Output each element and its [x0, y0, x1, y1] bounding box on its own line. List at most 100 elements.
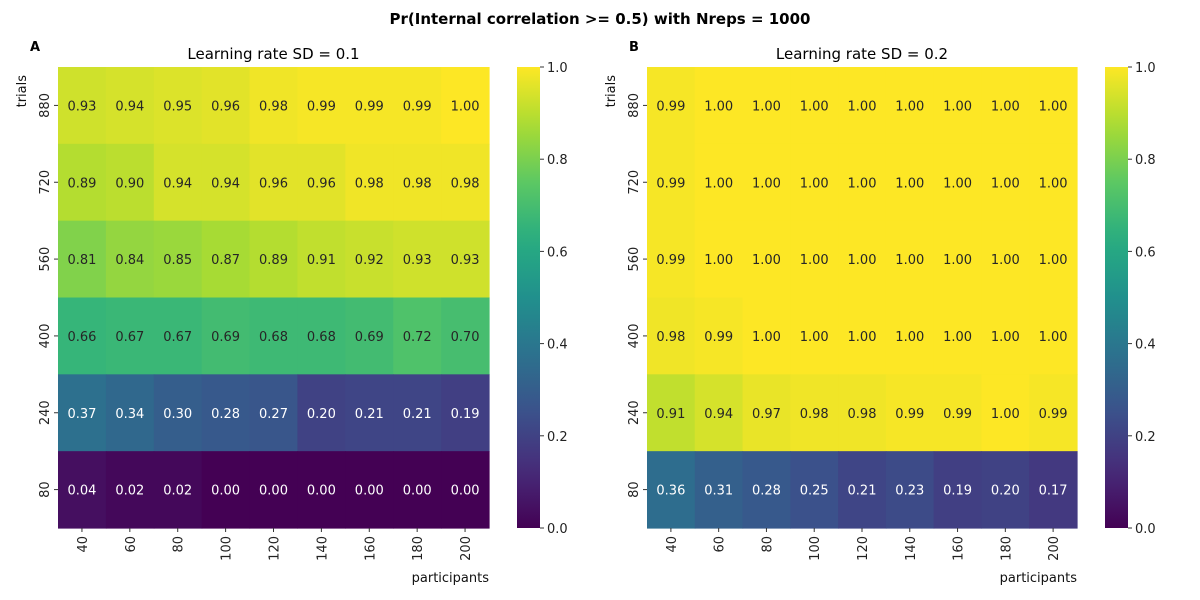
colorbar-tick-label: 0.4: [547, 338, 568, 353]
heatmap-cell: [105, 374, 155, 452]
heatmap-cell: [742, 220, 791, 299]
heatmap-cell: [742, 297, 791, 375]
cell-value-label: 1.00: [1039, 330, 1068, 345]
cell-value-label: 0.96: [259, 176, 288, 191]
colorbar-gradient: [1105, 67, 1128, 528]
heatmap-cell: [345, 374, 394, 452]
heatmap-cell: [201, 297, 251, 375]
cell-value-label: 0.20: [991, 484, 1020, 499]
cell-value-label: 0.70: [451, 330, 480, 345]
heatmap-cell: [58, 220, 107, 299]
heatmap-cell: [153, 374, 203, 452]
heatmap-cell: [249, 143, 299, 222]
y-tick-label: 880: [38, 93, 53, 118]
cell-value-label: 0.68: [307, 330, 336, 345]
heatmap-cell: [933, 143, 983, 222]
cell-value-label: 1.00: [704, 99, 733, 114]
heatmap-cell: [790, 374, 839, 452]
y-axis-label: trials: [15, 75, 30, 108]
heatmap-cell: [838, 143, 887, 222]
heatmap-cell: [694, 67, 744, 145]
cell-value-label: 1.00: [895, 99, 924, 114]
y-tick-label: 240: [627, 400, 642, 425]
x-tick-label: 160: [952, 536, 967, 561]
cell-value-label: 0.00: [451, 484, 480, 499]
cell-value-label: 0.68: [259, 330, 288, 345]
cell-value-label: 0.87: [211, 253, 240, 268]
heatmap-cell: [981, 220, 1030, 299]
cell-value-label: 1.00: [1039, 176, 1068, 191]
heatmap-cell: [885, 374, 935, 452]
cell-value-label: 0.04: [67, 484, 96, 499]
cell-value-label: 0.19: [943, 484, 972, 499]
heatmap-cell: [58, 297, 107, 375]
cell-value-label: 0.93: [67, 99, 96, 114]
heatmap-cell: [393, 220, 442, 299]
x-tick-label: 80: [760, 536, 775, 553]
y-tick-label: 720: [38, 170, 53, 195]
y-tick-label: 880: [627, 93, 642, 118]
cell-value-label: 1.00: [1039, 99, 1068, 114]
figure-suptitle: Pr(Internal correlation >= 0.5) with Nre…: [390, 10, 811, 28]
colorbar-tick-label: 0.6: [1135, 245, 1156, 260]
heatmap-panel-b: B Learning rate SD = 0.2 0.99 1.00 1.00 1.00 1…: [604, 40, 1156, 586]
heatmap-cell: [249, 67, 299, 145]
heatmap-cell: [441, 143, 490, 222]
heatmap-cell: [201, 220, 251, 299]
heatmap-cell: [933, 451, 983, 529]
x-tick-label: 60: [124, 536, 139, 553]
heatmap-cell: [981, 451, 1030, 529]
cell-value-label: 0.21: [355, 407, 384, 422]
heatmap-cell: [153, 297, 203, 375]
heatmap-panel-a: A Learning rate SD = 0.1 0.93 0.94 0.95 0.96 0…: [15, 40, 568, 586]
heatmap-cell: [647, 67, 696, 145]
heatmap-cell: [885, 143, 935, 222]
cell-value-label: 0.00: [259, 484, 288, 499]
heatmap-cell: [441, 451, 490, 529]
cell-value-label: 0.21: [403, 407, 432, 422]
cell-value-label: 1.00: [991, 176, 1020, 191]
x-tick-label: 180: [999, 536, 1014, 561]
cell-value-label: 1.00: [800, 330, 829, 345]
cell-value-label: 0.34: [115, 407, 144, 422]
x-tick-label: 200: [459, 536, 474, 561]
cell-value-label: 0.21: [848, 484, 877, 499]
x-tick-label: 180: [411, 536, 426, 561]
heatmap-cell: [153, 67, 203, 145]
x-tick-label: 80: [172, 536, 187, 553]
heatmap-cell: [647, 451, 696, 529]
colorbar-tick-label: 0.8: [547, 153, 568, 168]
heatmap-cell: [981, 374, 1030, 452]
heatmap-cell: [694, 220, 744, 299]
cell-value-label: 1.00: [895, 253, 924, 268]
cell-value-label: 0.90: [115, 176, 144, 191]
heatmap-cell: [1029, 143, 1078, 222]
x-axis-label: participants: [1000, 571, 1078, 586]
heatmap-cell: [345, 220, 394, 299]
heatmap-cell: [105, 220, 155, 299]
heatmap-cell: [393, 297, 442, 375]
cell-value-label: 0.31: [704, 484, 733, 499]
x-tick-label: 120: [268, 536, 283, 561]
heatmap-cell: [58, 67, 107, 145]
heatmap-cell: [838, 451, 887, 529]
heatmap-cell: [297, 143, 346, 222]
heatmap-cell: [1029, 451, 1078, 529]
cell-value-label: 0.98: [403, 176, 432, 191]
heatmap-cell: [153, 451, 203, 529]
heatmap-cell: [838, 374, 887, 452]
cell-value-label: 0.00: [307, 484, 336, 499]
heatmap-cell: [201, 67, 251, 145]
cell-value-label: 0.36: [656, 484, 685, 499]
heatmap-cell: [249, 220, 299, 299]
cell-value-label: 0.81: [67, 253, 96, 268]
heatmap-cell: [297, 374, 346, 452]
heatmap-cell: [694, 297, 744, 375]
cell-value-label: 0.98: [355, 176, 384, 191]
cell-value-label: 1.00: [895, 330, 924, 345]
heatmap-cell: [885, 451, 935, 529]
cell-value-label: 0.99: [704, 330, 733, 345]
cell-value-label: 0.30: [163, 407, 192, 422]
cell-value-label: 0.84: [115, 253, 144, 268]
